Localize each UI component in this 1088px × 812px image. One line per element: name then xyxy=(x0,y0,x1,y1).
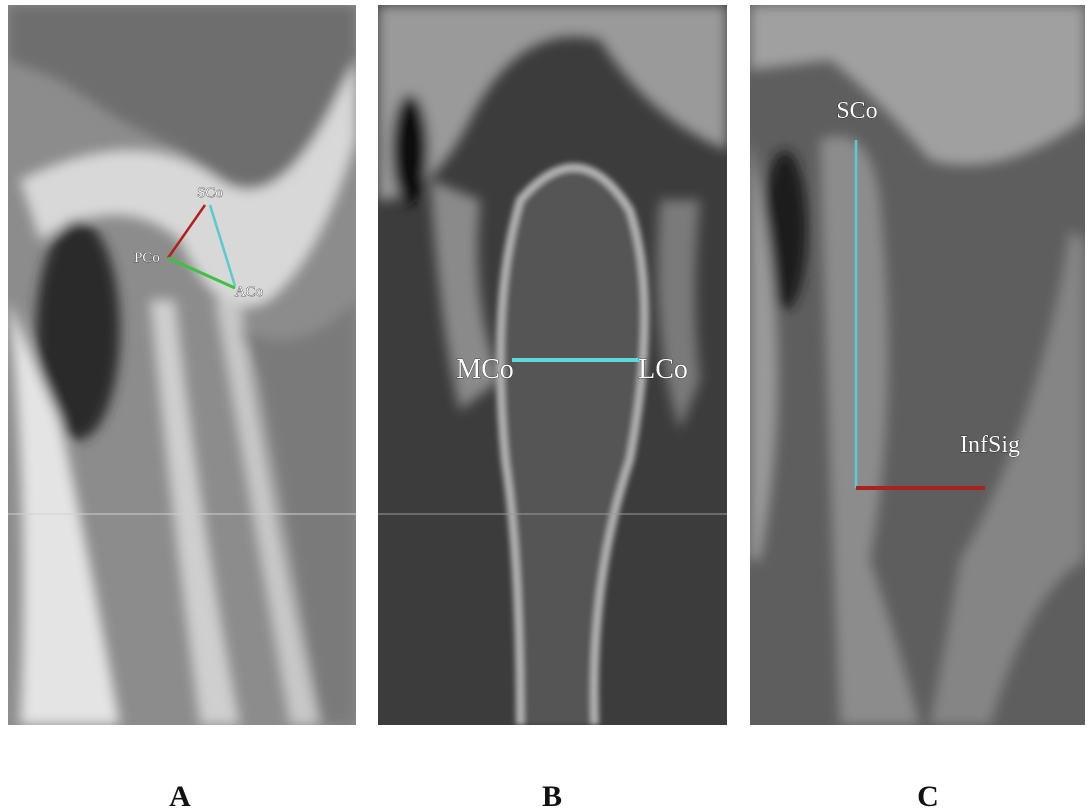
landmark-label: PCo xyxy=(134,250,160,266)
landmark-label: InfSig xyxy=(960,432,1020,458)
panel-caption: A xyxy=(169,780,191,812)
panel-caption: B xyxy=(542,780,562,812)
landmark-label: SCo xyxy=(197,185,223,201)
landmark-label: ACo xyxy=(235,284,263,300)
panel-caption: C xyxy=(917,780,939,812)
landmark-label: SCo xyxy=(836,98,877,124)
panel-a-image xyxy=(8,5,356,725)
panel-c-image xyxy=(750,5,1085,725)
figure: PCo SCo ACo MCo LCo SCo InfSig A xyxy=(0,0,1088,812)
landmark-label: LCo xyxy=(638,354,688,385)
landmark-label: MCo xyxy=(456,354,514,385)
